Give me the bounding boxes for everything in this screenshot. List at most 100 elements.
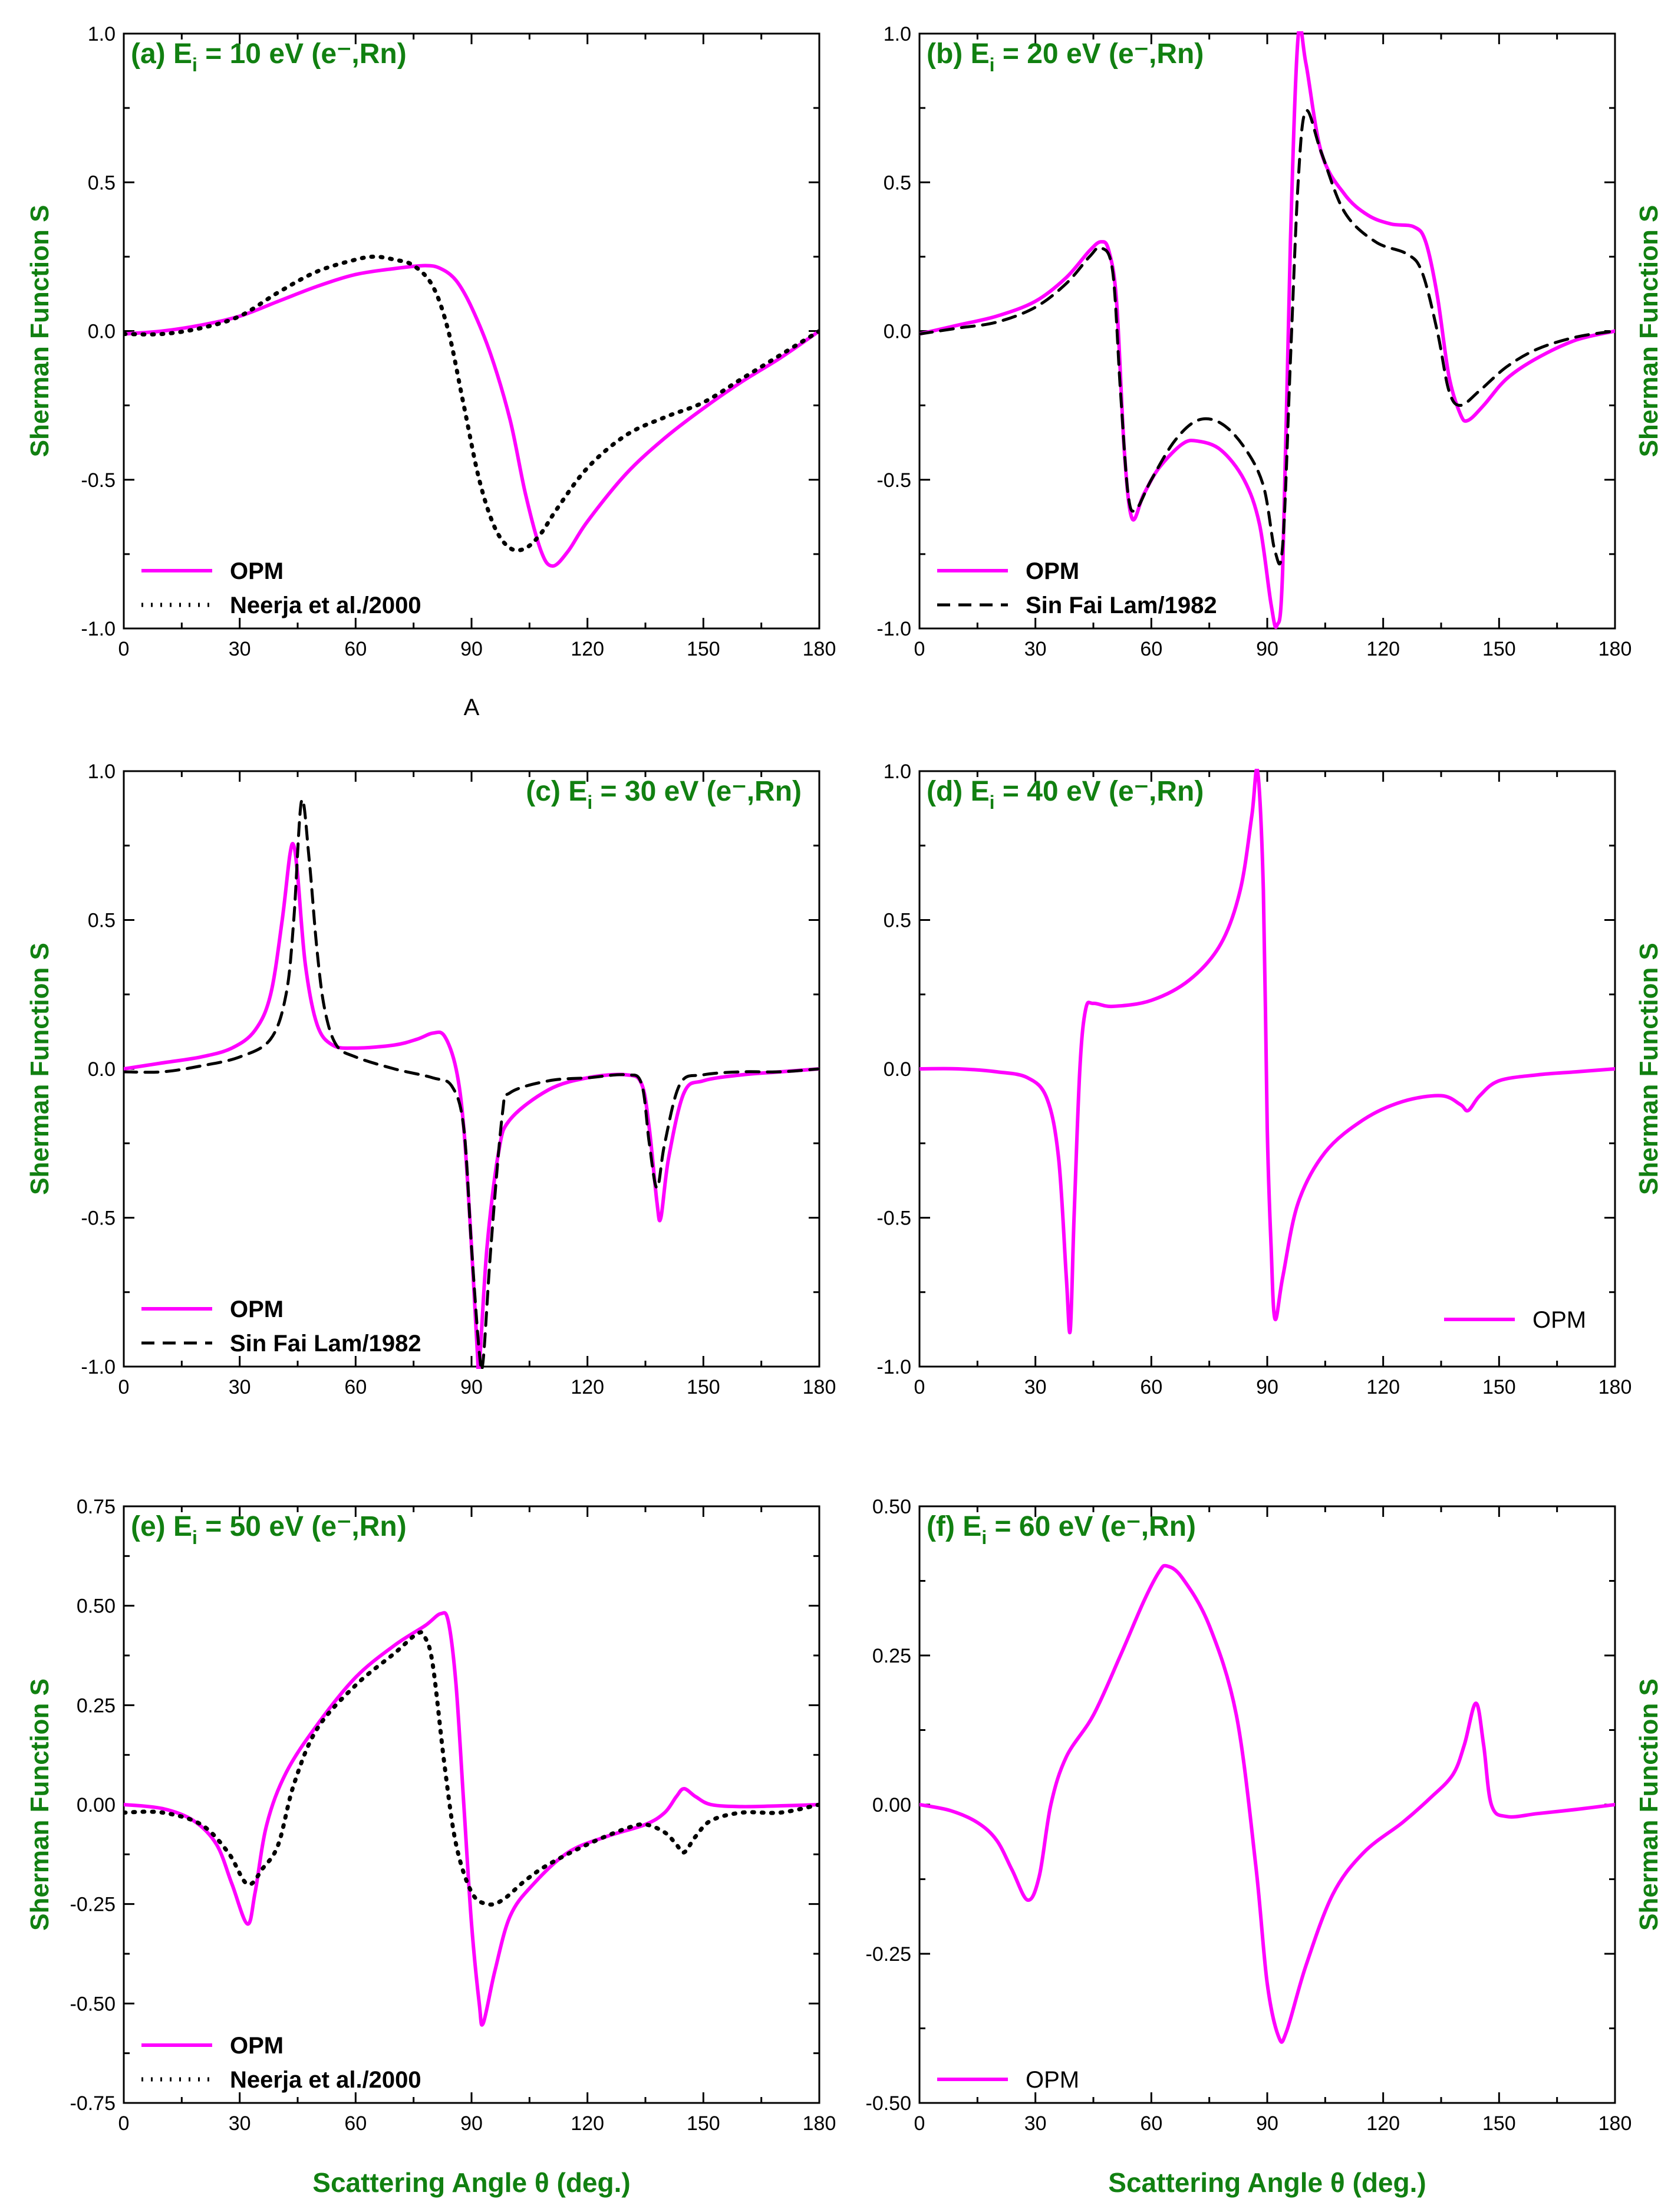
x-tick-label-e-60: 60 xyxy=(344,2112,367,2135)
x-tick-label-a-60: 60 xyxy=(344,638,367,660)
legend-d: OPM xyxy=(1444,1307,1586,1333)
x-tick-label-e-150: 150 xyxy=(687,2112,720,2135)
x-tick-label-a-30: 30 xyxy=(229,638,251,660)
x-tick-label-c-150: 150 xyxy=(687,1376,720,1398)
x-tick-label-e-0: 0 xyxy=(118,2112,130,2135)
y-tick-label-a: 0.0 xyxy=(88,321,116,343)
panel-title-d: (d) Ei = 40 eV (e⁻,Rn) xyxy=(927,776,1204,813)
x-tick-label-f-0: 0 xyxy=(914,2112,925,2135)
x-tick-label-c-180: 180 xyxy=(803,1376,836,1398)
panel-title-c: (c) Ei = 30 eV (e⁻,Rn) xyxy=(526,776,802,813)
panel-b: 0 30 60 90 120 150 180 -1.0 -0.5 0.0 0.5 1.0 Sherman… xyxy=(876,23,1663,660)
legend-label-e-reference: Neerja et al./2000 xyxy=(230,2067,421,2093)
series-line-f-opm xyxy=(919,1563,1615,2044)
y-axis-label-d: Sherman Function S xyxy=(1634,943,1663,1195)
legend-label-a-reference: Neerja et al./2000 xyxy=(230,592,421,618)
y-tick-label-d: -0.5 xyxy=(876,1207,911,1230)
series-line-e-opm xyxy=(124,1611,819,2027)
y-tick-label-a: 1.0 xyxy=(88,23,116,45)
y-tick-label-b: 0.0 xyxy=(884,321,911,343)
x-tick-label-e-180: 180 xyxy=(803,2112,836,2135)
y-tick-label-c: 1.0 xyxy=(88,761,116,783)
panel-a: 0 30 60 90 120 150 180 -1.0 -0.5 0.0 0.5 1.0 Sherman… xyxy=(25,23,836,660)
panels-group: 0 30 60 90 120 150 180 -1.0 -0.5 0.0 0.5 1.0 Sherman… xyxy=(25,23,1663,2135)
y-tick-label-b: -1.0 xyxy=(876,618,911,640)
series-line-e-reference xyxy=(124,1630,819,1907)
y-tick-label-c: 0.5 xyxy=(88,910,116,932)
y-tick-label-f: -0.50 xyxy=(866,2092,912,2115)
series-line-b-reference xyxy=(919,108,1615,565)
panel-title-a: (a) Ei = 10 eV (e⁻,Rn) xyxy=(131,38,407,75)
panel-title-e: (e) Ei = 50 eV (e⁻,Rn) xyxy=(131,1511,407,1548)
x-tick-label-f-60: 60 xyxy=(1140,2112,1162,2135)
plot-frame-f xyxy=(918,1505,1616,2104)
y-tick-label-d: -1.0 xyxy=(876,1356,911,1378)
x-tick-label-a-150: 150 xyxy=(687,638,720,660)
plot-frame-b xyxy=(918,32,1616,630)
series-line-b-opm xyxy=(919,31,1615,629)
y-axis-label-a: Sherman Function S xyxy=(25,205,54,457)
x-tick-label-c-120: 120 xyxy=(571,1376,604,1398)
y-tick-label-d: 0.5 xyxy=(884,910,911,932)
legend-f: OPM xyxy=(937,2067,1079,2093)
y-tick-label-a: -0.5 xyxy=(81,469,116,492)
legend-e: OPM Neerja et al./2000 xyxy=(141,2033,421,2093)
legend-label-c-reference: Sin Fai Lam/1982 xyxy=(230,1331,421,1357)
y-tick-label-a: 0.5 xyxy=(88,172,116,194)
x-tick-label-c-30: 30 xyxy=(229,1376,251,1398)
y-axis-label-f: Sherman Function S xyxy=(1634,1678,1663,1931)
x-tick-label-b-0: 0 xyxy=(914,638,925,660)
x-tick-label-b-180: 180 xyxy=(1599,638,1632,660)
x-tick-label-e-30: 30 xyxy=(229,2112,251,2135)
plot-frame-a xyxy=(123,32,820,630)
series-line-a-reference xyxy=(124,254,819,553)
y-axis-label-e: Sherman Function S xyxy=(25,1678,54,1931)
x-tick-label-e-90: 90 xyxy=(460,2112,483,2135)
y-tick-label-c: -0.5 xyxy=(81,1207,116,1230)
series-line-c-reference xyxy=(124,798,819,1369)
x-tick-label-f-120: 120 xyxy=(1366,2112,1400,2135)
x-tick-label-a-180: 180 xyxy=(803,638,836,660)
panel-c: 0 30 60 90 120 150 180 -1.0 -0.5 0.0 0.5 1.0 Sherman… xyxy=(25,761,836,1398)
legend-label-e-opm: OPM xyxy=(230,2033,284,2059)
legend-label-c-opm: OPM xyxy=(230,1296,284,1322)
x-axis-label-right: Scattering Angle θ (deg.) xyxy=(1108,2167,1426,2198)
x-tick-label-b-60: 60 xyxy=(1140,638,1162,660)
panel-e: 0 30 60 90 120 150 180 -0.75 -0.50 -0.25 0.00 0.25 0… xyxy=(25,1496,836,2135)
y-tick-label-b: 1.0 xyxy=(884,23,911,45)
y-tick-label-e: 0.75 xyxy=(77,1496,116,1518)
panel-title-b: (b) Ei = 20 eV (e⁻,Rn) xyxy=(927,38,1204,75)
y-tick-label-e: 0.25 xyxy=(77,1694,116,1717)
y-tick-label-e: 0.00 xyxy=(77,1794,116,1816)
y-tick-label-e: -0.50 xyxy=(70,1993,116,2015)
x-tick-label-e-120: 120 xyxy=(571,2112,604,2135)
x-tick-label-d-0: 0 xyxy=(914,1376,925,1398)
series-line-a-opm xyxy=(124,264,819,568)
y-tick-label-e: -0.25 xyxy=(70,1894,116,1916)
legend-c: OPM Sin Fai Lam/1982 xyxy=(141,1296,421,1357)
y-tick-label-c: 0.0 xyxy=(88,1058,116,1081)
legend-label-b-reference: Sin Fai Lam/1982 xyxy=(1026,592,1217,618)
x-tick-label-b-90: 90 xyxy=(1256,638,1278,660)
panel-d: 0 30 60 90 120 150 180 -1.0 -0.5 0.0 0.5 1.0 Sherman… xyxy=(876,761,1663,1398)
y-axis-label-b: Sherman Function S xyxy=(1634,205,1663,457)
x-tick-label-b-30: 30 xyxy=(1024,638,1047,660)
y-axis-label-c: Sherman Function S xyxy=(25,943,54,1195)
y-tick-label-f: 0.50 xyxy=(872,1496,911,1518)
legend-label-b-opm: OPM xyxy=(1026,558,1079,584)
series-line-c-opm xyxy=(124,841,819,1369)
panel-f: 0 30 60 90 120 150 180 -0.50 -0.25 0.00 0.25 0.50 Sh… xyxy=(866,1496,1664,2135)
legend-label-f-opm: OPM xyxy=(1026,2067,1079,2093)
x-tick-label-c-60: 60 xyxy=(344,1376,367,1398)
y-tick-label-b: 0.5 xyxy=(884,172,911,194)
x-tick-label-d-60: 60 xyxy=(1140,1376,1162,1398)
legend-a: OPM Neerja et al./2000 xyxy=(141,558,421,618)
x-tick-label-f-180: 180 xyxy=(1599,2112,1632,2135)
panel-title-f: (f) Ei = 60 eV (e⁻,Rn) xyxy=(927,1511,1196,1548)
x-tick-label-d-150: 150 xyxy=(1482,1376,1516,1398)
y-tick-label-d: 0.0 xyxy=(884,1058,911,1081)
x-tick-label-b-150: 150 xyxy=(1482,638,1516,660)
x-tick-label-f-30: 30 xyxy=(1024,2112,1047,2135)
y-tick-label-e: 0.50 xyxy=(77,1595,116,1618)
y-tick-label-f: 0.25 xyxy=(872,1645,911,1667)
